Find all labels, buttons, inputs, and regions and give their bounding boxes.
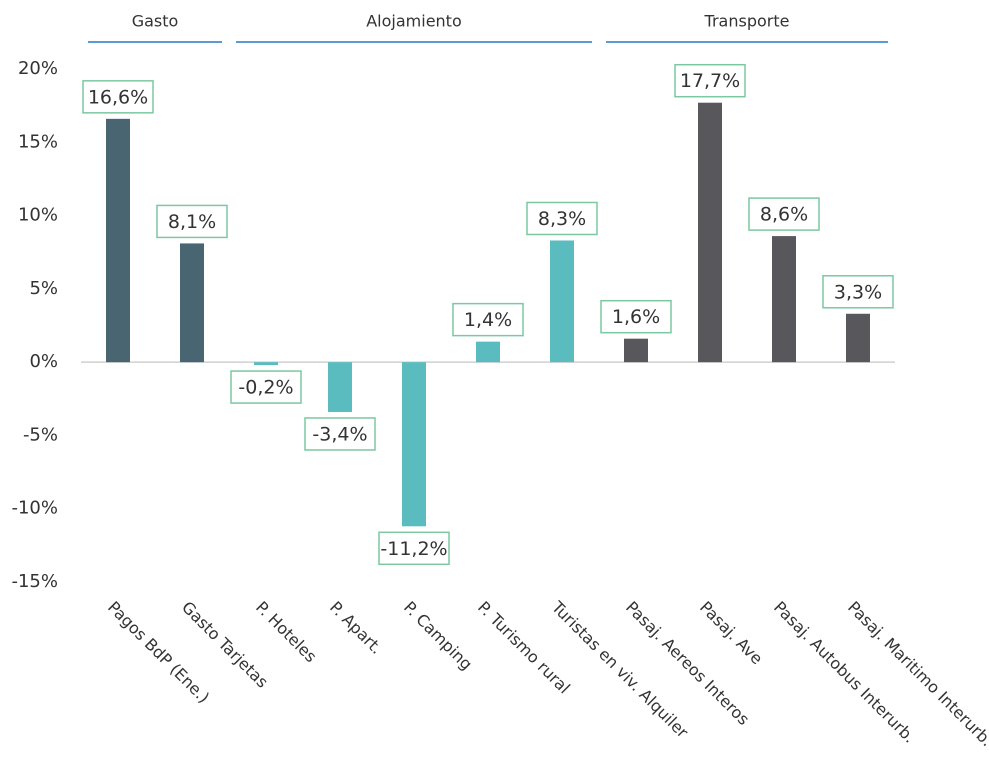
- value-label-box: [526, 201, 598, 236]
- x-tick-label: Pasaj. Aereos Interos: [622, 598, 753, 729]
- group-label: Gasto: [132, 12, 179, 31]
- value-label-box: [674, 63, 746, 98]
- group-label: Transporte: [704, 12, 790, 31]
- value-label: 1,4%: [464, 309, 512, 331]
- bar: [624, 338, 648, 363]
- value-label: 3,3%: [834, 281, 882, 303]
- bar: [476, 341, 500, 363]
- value-label: 17,7%: [680, 70, 740, 92]
- bar: [550, 240, 574, 363]
- bar: [180, 243, 204, 363]
- bar: [106, 118, 130, 363]
- value-label-box: [156, 204, 228, 239]
- value-label: 8,6%: [760, 204, 808, 226]
- value-label-box: [304, 417, 376, 451]
- value-label-box: [748, 197, 820, 231]
- bar: [402, 362, 426, 527]
- x-tick-label: P. Apart.: [326, 598, 386, 658]
- x-tick-label: Pasaj. Maritimo Interurb.: [844, 598, 989, 751]
- x-tick-label: Pasaj. Autobus Interurb.: [770, 598, 919, 747]
- y-tick-label: -15%: [11, 571, 58, 592]
- value-label-box: [82, 80, 154, 114]
- bar: [254, 362, 278, 366]
- y-tick-label: 10%: [18, 205, 58, 226]
- x-tick-label: Turistas en viv. Alquiler: [547, 597, 692, 742]
- x-tick-label: P. Hoteles: [252, 598, 321, 667]
- value-label: 1,6%: [612, 306, 660, 328]
- bar: [846, 313, 870, 363]
- value-label-box: [600, 299, 672, 334]
- value-label: 8,1%: [168, 211, 216, 233]
- value-label: 8,3%: [538, 208, 586, 230]
- x-tick-label: Pasaj. Ave: [696, 598, 767, 669]
- value-label: -0,2%: [238, 377, 293, 399]
- bar: [698, 102, 722, 363]
- y-tick-label: 15%: [18, 131, 58, 152]
- value-label-box: [822, 275, 894, 309]
- bar: [328, 362, 352, 412]
- group-label: Alojamiento: [366, 12, 462, 31]
- value-label-box: [230, 370, 302, 404]
- y-tick-label: -5%: [23, 424, 58, 445]
- value-label-box: [452, 302, 524, 337]
- value-label: -11,2%: [380, 538, 447, 560]
- x-tick-label: P. Camping: [400, 598, 476, 674]
- value-label: 16,6%: [88, 86, 148, 108]
- bar: [772, 236, 796, 363]
- y-tick-label: 20%: [18, 58, 58, 79]
- y-tick-label: 0%: [29, 351, 58, 372]
- y-tick-label: 5%: [29, 278, 58, 299]
- value-label: -3,4%: [312, 423, 367, 445]
- y-tick-label: -10%: [11, 498, 58, 519]
- value-label-box: [378, 531, 450, 566]
